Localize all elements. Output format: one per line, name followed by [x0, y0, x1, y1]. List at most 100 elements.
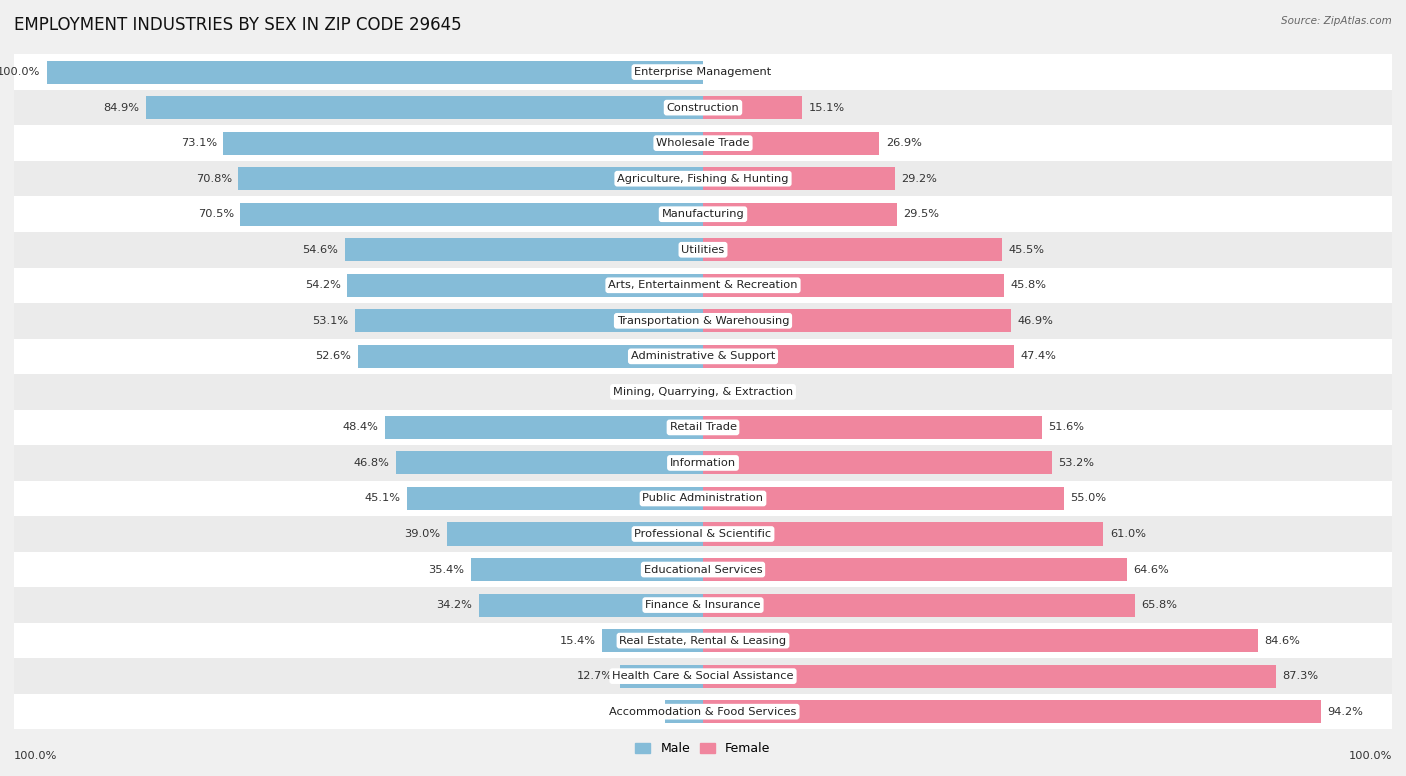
Text: Public Administration: Public Administration	[643, 494, 763, 504]
Text: EMPLOYMENT INDUSTRIES BY SEX IN ZIP CODE 29645: EMPLOYMENT INDUSTRIES BY SEX IN ZIP CODE…	[14, 16, 461, 33]
Text: 100.0%: 100.0%	[1348, 750, 1392, 760]
Bar	[14, 694, 1392, 729]
Text: 26.9%: 26.9%	[886, 138, 922, 148]
Bar	[703, 132, 880, 154]
Bar	[385, 416, 703, 439]
Bar	[620, 664, 703, 688]
Bar	[602, 629, 703, 652]
Text: Wholesale Trade: Wholesale Trade	[657, 138, 749, 148]
Text: 84.6%: 84.6%	[1264, 636, 1301, 646]
Bar	[471, 558, 703, 581]
Bar	[703, 96, 801, 120]
Text: Educational Services: Educational Services	[644, 565, 762, 574]
Text: 29.2%: 29.2%	[901, 174, 936, 184]
Text: Mining, Quarrying, & Extraction: Mining, Quarrying, & Extraction	[613, 387, 793, 397]
Bar	[478, 594, 703, 617]
Text: 0.0%: 0.0%	[710, 387, 738, 397]
Bar	[703, 487, 1064, 510]
Bar	[46, 61, 703, 84]
Bar	[14, 232, 1392, 268]
Bar	[396, 452, 703, 474]
Bar	[14, 303, 1392, 338]
Text: Arts, Entertainment & Recreation: Arts, Entertainment & Recreation	[609, 280, 797, 290]
Bar	[146, 96, 703, 120]
Bar	[703, 629, 1258, 652]
Bar	[703, 416, 1042, 439]
Bar	[14, 161, 1392, 196]
Text: Health Care & Social Assistance: Health Care & Social Assistance	[612, 671, 794, 681]
Text: 15.4%: 15.4%	[560, 636, 595, 646]
Text: Retail Trade: Retail Trade	[669, 422, 737, 432]
Text: 39.0%: 39.0%	[405, 529, 440, 539]
Text: 51.6%: 51.6%	[1047, 422, 1084, 432]
Text: 34.2%: 34.2%	[436, 600, 472, 610]
Text: Source: ZipAtlas.com: Source: ZipAtlas.com	[1281, 16, 1392, 26]
Text: 54.2%: 54.2%	[305, 280, 340, 290]
Bar	[239, 167, 703, 190]
Text: Finance & Insurance: Finance & Insurance	[645, 600, 761, 610]
Text: 0.0%: 0.0%	[710, 67, 738, 77]
Bar	[14, 587, 1392, 623]
Bar	[14, 623, 1392, 658]
Bar	[703, 700, 1322, 723]
Bar	[703, 594, 1135, 617]
Bar	[347, 274, 703, 297]
Bar	[14, 480, 1392, 516]
Bar	[703, 203, 897, 226]
Text: Utilities: Utilities	[682, 244, 724, 255]
Text: 61.0%: 61.0%	[1109, 529, 1146, 539]
Text: 47.4%: 47.4%	[1021, 352, 1056, 362]
Bar	[703, 274, 1004, 297]
Bar	[703, 664, 1275, 688]
Text: Information: Information	[669, 458, 737, 468]
Bar	[354, 310, 703, 332]
Text: 87.3%: 87.3%	[1282, 671, 1319, 681]
Bar	[408, 487, 703, 510]
Bar	[14, 196, 1392, 232]
Bar	[14, 516, 1392, 552]
Text: 84.9%: 84.9%	[104, 102, 139, 113]
Bar	[14, 445, 1392, 480]
Text: Construction: Construction	[666, 102, 740, 113]
Text: 48.4%: 48.4%	[343, 422, 378, 432]
Text: Agriculture, Fishing & Hunting: Agriculture, Fishing & Hunting	[617, 174, 789, 184]
Text: 70.8%: 70.8%	[195, 174, 232, 184]
Text: 53.1%: 53.1%	[312, 316, 349, 326]
Bar	[703, 522, 1104, 546]
Bar	[344, 238, 703, 262]
Bar	[447, 522, 703, 546]
Text: 100.0%: 100.0%	[14, 750, 58, 760]
Bar	[14, 658, 1392, 694]
Text: 55.0%: 55.0%	[1070, 494, 1107, 504]
Bar	[703, 558, 1126, 581]
Bar	[240, 203, 703, 226]
Text: 0.0%: 0.0%	[668, 387, 696, 397]
Text: 45.1%: 45.1%	[364, 494, 401, 504]
Legend: Male, Female: Male, Female	[630, 737, 776, 760]
Bar	[703, 452, 1052, 474]
Text: 29.5%: 29.5%	[903, 210, 939, 219]
Text: Professional & Scientific: Professional & Scientific	[634, 529, 772, 539]
Bar	[703, 345, 1014, 368]
Text: Transportation & Warehousing: Transportation & Warehousing	[617, 316, 789, 326]
Text: 35.4%: 35.4%	[429, 565, 464, 574]
Bar	[703, 167, 894, 190]
Text: 46.9%: 46.9%	[1018, 316, 1053, 326]
Bar	[665, 700, 703, 723]
Text: 65.8%: 65.8%	[1142, 600, 1177, 610]
Text: 5.8%: 5.8%	[630, 707, 658, 717]
Text: 73.1%: 73.1%	[181, 138, 217, 148]
Text: 12.7%: 12.7%	[576, 671, 613, 681]
Text: Real Estate, Rental & Leasing: Real Estate, Rental & Leasing	[620, 636, 786, 646]
Bar	[14, 552, 1392, 587]
Bar	[703, 238, 1001, 262]
Text: 53.2%: 53.2%	[1059, 458, 1095, 468]
Text: 54.6%: 54.6%	[302, 244, 339, 255]
Text: 100.0%: 100.0%	[0, 67, 41, 77]
Bar	[14, 410, 1392, 445]
Text: 70.5%: 70.5%	[198, 210, 233, 219]
Text: 15.1%: 15.1%	[808, 102, 845, 113]
Text: Enterprise Management: Enterprise Management	[634, 67, 772, 77]
Bar	[14, 126, 1392, 161]
Text: 46.8%: 46.8%	[353, 458, 389, 468]
